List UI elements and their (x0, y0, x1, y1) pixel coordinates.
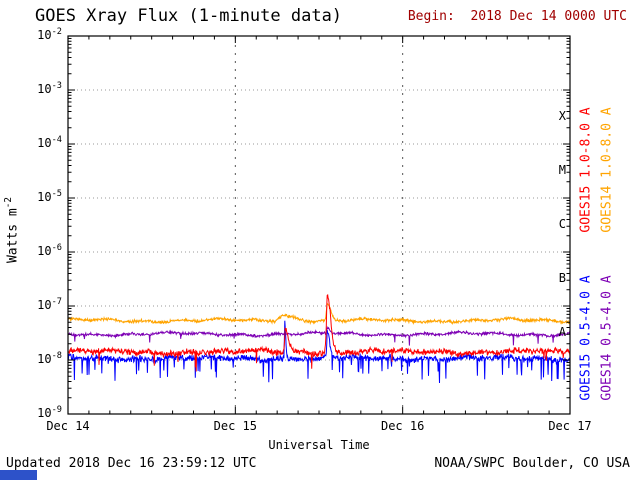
y-axis-title-base: Watts m (5, 208, 21, 264)
y-tick-label: 10-6 (37, 243, 62, 258)
grid-vertical (234, 37, 404, 413)
legend-goes14-short-label: GOES14 0.5-4.0 A (599, 275, 615, 401)
series-line-goes14-short (67, 325, 571, 346)
series-line-goes14-long (67, 302, 571, 326)
y-axis-title-exp: -2 (3, 196, 15, 209)
bottom-left-blue-artifact (0, 470, 37, 480)
plot-frame (67, 35, 571, 415)
y-tick-label: 10-9 (37, 405, 62, 420)
y-tick-label: 10-7 (37, 297, 62, 312)
credit-text: NOAA/SWPC Boulder, CO USA (434, 456, 630, 471)
begin-timestamp: Begin: 2018 Dec 14 0000 UTC (407, 9, 627, 24)
x-tick-label: Dec 14 (46, 419, 90, 433)
flare-class-letter: B (558, 271, 566, 285)
flare-class-letter: A (558, 325, 566, 339)
y-tick-label: 10-3 (37, 81, 62, 96)
flare-class-letter: M (558, 163, 566, 177)
series-line-goes15-long (67, 294, 571, 372)
flare-class-letter: X (558, 109, 566, 123)
x-tick-label: Dec 15 (213, 419, 257, 433)
flare-class-letter: C (558, 217, 566, 231)
x-tick-label: Dec 16 (380, 419, 425, 433)
y-tick-label: 10-2 (37, 27, 62, 42)
chart-title: GOES Xray Flux (1-minute data) (35, 6, 343, 26)
legend-goes14-long-label: GOES14 1.0-8.0 A (599, 107, 615, 233)
legend-goes15-long-label: GOES15 1.0-8.0 A (578, 107, 594, 233)
updated-timestamp: Updated 2018 Dec 16 23:59:12 UTC (6, 456, 257, 471)
series-line-goes15-short (67, 320, 571, 384)
x-axis-title: Universal Time (268, 438, 370, 452)
y-tick-label: 10-5 (37, 189, 62, 204)
x-tick-label: Dec 17 (548, 419, 592, 433)
y-tick-label: 10-4 (37, 135, 62, 150)
y-tick-label: 10-8 (37, 351, 62, 366)
legend-goes15-short-label: GOES15 0.5-4.0 A (578, 275, 594, 401)
